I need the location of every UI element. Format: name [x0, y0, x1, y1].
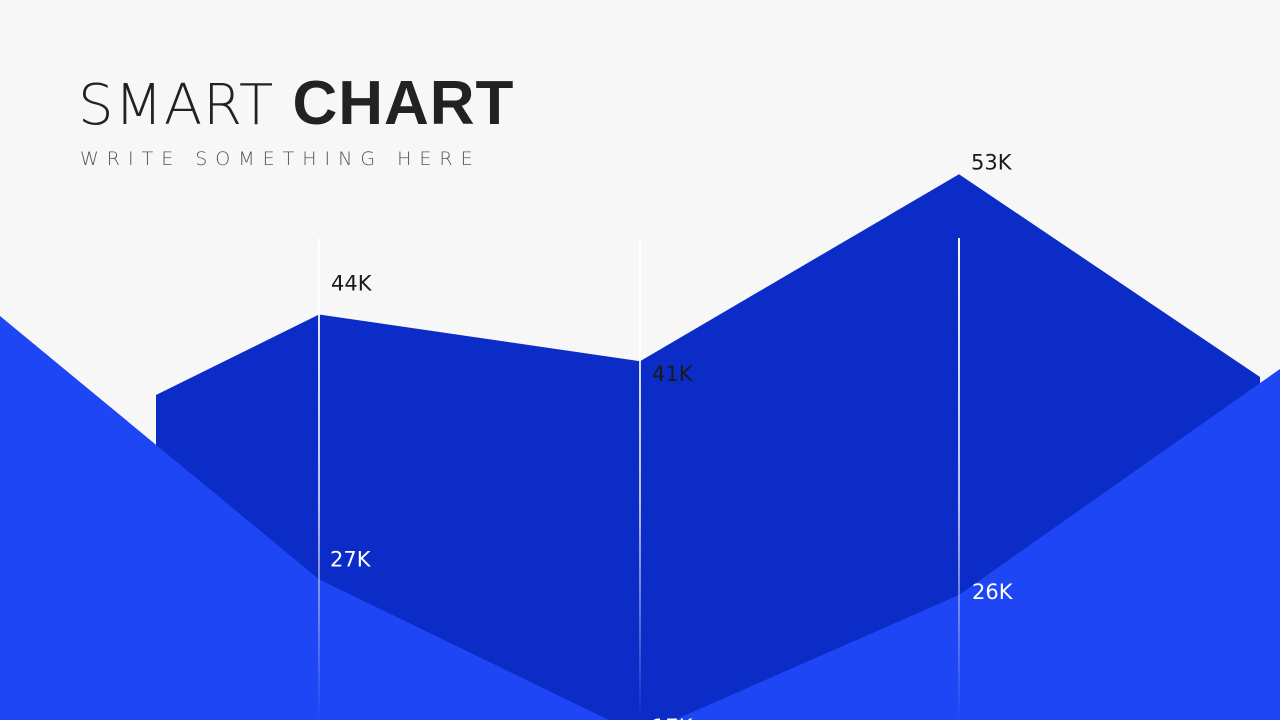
data-label-back-3: 53K	[971, 150, 1013, 174]
data-label-front-2: 17K	[652, 715, 694, 720]
guide-line-2	[639, 238, 641, 720]
chart-guide-lines	[318, 238, 960, 720]
page-subtitle: WRITE SOMETHING HERE	[80, 148, 481, 170]
chart-data-labels: 44K 41K 53K 27K 17K 26K	[330, 150, 1014, 720]
data-label-back-1: 44K	[331, 271, 373, 295]
title-light: SMART	[78, 73, 275, 138]
title-bold: CHART	[292, 69, 515, 138]
data-label-front-1: 27K	[330, 547, 372, 571]
page-title: SMART CHART	[78, 66, 514, 144]
data-label-front-3: 26K	[972, 580, 1014, 604]
guide-line-1	[318, 238, 320, 720]
guide-line-3	[958, 238, 960, 720]
data-label-back-2: 41K	[652, 362, 694, 386]
